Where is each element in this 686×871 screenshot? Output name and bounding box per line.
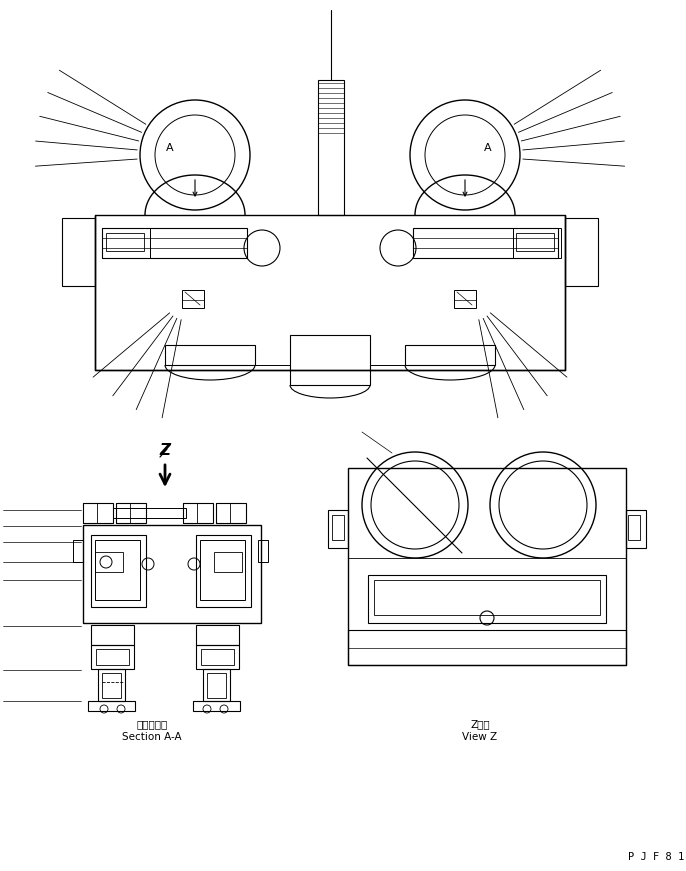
Bar <box>207 673 226 698</box>
Bar <box>183 503 197 523</box>
Bar <box>214 552 242 572</box>
Bar <box>95 552 123 572</box>
Bar <box>91 645 134 669</box>
Bar <box>83 503 113 523</box>
Bar <box>102 673 121 698</box>
Bar <box>565 218 598 286</box>
Bar <box>626 510 646 548</box>
Text: View Z: View Z <box>462 732 497 742</box>
Text: A: A <box>484 143 492 153</box>
Text: Z: Z <box>160 442 171 457</box>
Bar <box>258 540 268 562</box>
Text: P J F 8 1 5 5: P J F 8 1 5 5 <box>628 852 686 862</box>
Bar <box>318 80 344 215</box>
Bar <box>88 701 135 711</box>
Bar <box>91 535 146 607</box>
Bar <box>368 575 606 623</box>
Bar <box>348 468 626 665</box>
Bar <box>183 503 213 523</box>
Bar <box>216 503 246 523</box>
Bar <box>95 215 565 370</box>
Bar <box>102 228 247 258</box>
Bar <box>165 345 255 365</box>
Bar <box>83 525 261 623</box>
Bar <box>96 649 129 665</box>
Bar <box>628 515 640 540</box>
Bar <box>203 669 230 701</box>
Bar <box>98 669 125 701</box>
Bar <box>73 540 83 562</box>
Text: Section A-A: Section A-A <box>122 732 182 742</box>
Bar <box>516 233 554 251</box>
Bar <box>405 345 495 365</box>
Bar <box>328 510 348 548</box>
Bar <box>200 540 245 600</box>
Bar <box>513 228 561 258</box>
Text: 断面Ａ－Ａ: 断面Ａ－Ａ <box>137 719 167 729</box>
Bar <box>91 625 134 645</box>
Bar <box>348 630 626 665</box>
Bar <box>196 535 251 607</box>
Text: A: A <box>166 143 174 153</box>
Bar <box>374 580 600 615</box>
Bar <box>182 290 204 308</box>
Bar <box>116 503 130 523</box>
Bar <box>113 508 186 518</box>
Bar <box>193 701 240 711</box>
Bar <box>106 233 144 251</box>
Bar <box>216 503 230 523</box>
Bar <box>196 625 239 645</box>
Text: Z　視: Z 視 <box>470 719 490 729</box>
Bar <box>454 290 476 308</box>
Bar <box>116 503 146 523</box>
Bar <box>83 503 97 523</box>
Bar <box>413 228 558 258</box>
Bar <box>62 218 95 286</box>
Bar <box>290 335 370 385</box>
Bar <box>102 228 150 258</box>
Bar <box>332 515 344 540</box>
Bar <box>201 649 234 665</box>
Bar <box>196 645 239 669</box>
Bar <box>95 540 140 600</box>
